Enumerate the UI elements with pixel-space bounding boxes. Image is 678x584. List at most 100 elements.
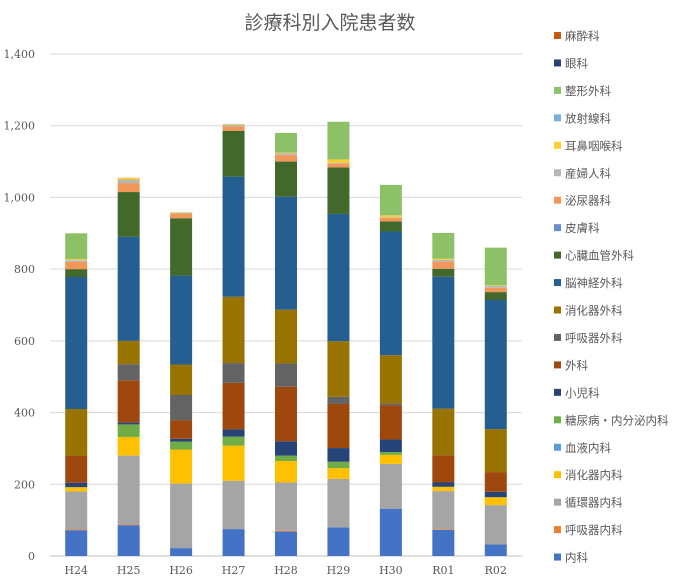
legend-label: 耳鼻咽喉科 <box>565 139 623 153</box>
bar-segment <box>379 454 402 464</box>
bar-segment <box>65 259 88 261</box>
bar-segment <box>327 213 350 342</box>
bar-segment <box>432 276 455 409</box>
bar-segment <box>432 232 455 259</box>
bar-segment <box>170 364 193 396</box>
legend-label: 皮膚科 <box>565 221 600 235</box>
x-tick-label: R01 <box>432 564 454 577</box>
legend-item: 呼吸器内科 <box>554 523 623 537</box>
bar-segment <box>432 486 455 492</box>
bar-segment <box>379 217 402 218</box>
bar-segment <box>65 482 88 488</box>
bar-segment <box>117 524 140 526</box>
bar-segment <box>379 221 402 232</box>
legend-swatch <box>554 306 561 314</box>
legend-item: 脳神経外科 <box>554 276 623 290</box>
bar-segment <box>222 123 245 125</box>
bar-stack-h26 <box>170 212 193 556</box>
legend-swatch <box>554 553 561 561</box>
bar-segment <box>432 259 455 262</box>
legend-label: 心臓血管外科 <box>565 249 634 263</box>
bar-segment <box>117 380 140 423</box>
bar-segment <box>484 287 507 293</box>
legend-item: 整形外科 <box>554 84 611 98</box>
bar-segment <box>432 491 455 530</box>
bar-segment <box>117 422 140 425</box>
bar-segment <box>432 455 455 483</box>
bar-stack-h24 <box>65 233 88 556</box>
bar-segment <box>117 455 140 525</box>
bar-segment <box>327 468 350 479</box>
x-axis-tick-labels: H24 H25 H26 H27 H28 H29 H30 R01 R02 <box>64 564 506 577</box>
bar-segment <box>379 355 402 404</box>
bar-segment <box>170 218 193 276</box>
bar-segment <box>117 525 140 556</box>
bar-segment <box>65 491 88 530</box>
bar-segment <box>275 482 297 531</box>
legend-item: 消化器内科 <box>554 468 623 482</box>
y-tick-label: 1,400 <box>4 48 36 61</box>
legend-label: 内科 <box>565 551 588 565</box>
bar-segment <box>484 497 507 506</box>
legend-swatch <box>554 169 561 177</box>
bar-segment <box>65 530 88 556</box>
legend-swatch <box>554 141 561 149</box>
legend-item: 泌尿器科 <box>554 194 611 208</box>
legend-swatch <box>554 443 561 451</box>
bar-segment <box>275 132 297 153</box>
bar-segment <box>379 217 402 222</box>
x-tick-label: H29 <box>327 564 351 577</box>
bar-segment <box>222 529 245 556</box>
bar-segment <box>275 530 297 532</box>
bar-segment <box>222 126 245 131</box>
bar-segment <box>170 449 193 484</box>
bar-segment <box>65 487 88 492</box>
bar-segment <box>379 463 402 509</box>
x-tick-label: H30 <box>379 564 403 577</box>
bar-segment <box>484 429 507 473</box>
x-tick-label: H27 <box>222 564 246 577</box>
legend-item: 皮膚科 <box>554 221 600 235</box>
legend-swatch <box>554 333 561 341</box>
bar-segment <box>275 455 297 461</box>
bar-segment <box>222 130 245 177</box>
legend-swatch <box>554 196 561 204</box>
bar-segment <box>170 212 193 213</box>
bar-segment <box>222 429 245 437</box>
bar-segment <box>222 445 245 481</box>
bars <box>65 121 507 556</box>
bar-segment <box>65 277 88 409</box>
bar-segment <box>484 247 507 286</box>
x-tick-label: R02 <box>485 564 507 577</box>
bar-segment <box>65 529 88 531</box>
bar-segment <box>484 472 507 492</box>
y-tick-label: 800 <box>14 263 35 276</box>
bar-segment <box>327 163 350 168</box>
bar-segment <box>327 403 350 449</box>
bar-stack-h28 <box>275 132 297 556</box>
bar-segment <box>327 461 350 469</box>
bar-segment <box>222 363 245 383</box>
bar-stack-r01 <box>432 232 455 556</box>
legend-label: 呼吸器内科 <box>565 523 623 537</box>
bar-segment <box>222 124 245 127</box>
legend-item: 眼科 <box>554 56 588 70</box>
bar-stack-r02 <box>484 247 507 556</box>
bar-stack-h30 <box>379 184 402 556</box>
bar-segment <box>484 505 507 545</box>
legend-item: 外科 <box>554 358 588 372</box>
bar-segment <box>327 448 350 462</box>
legend-label: 泌尿器科 <box>565 194 611 208</box>
legend-label: 循環器内科 <box>565 496 623 510</box>
bar-segment <box>222 480 245 530</box>
bar-segment <box>170 441 193 450</box>
bar-segment <box>484 292 507 300</box>
bar-segment <box>379 508 402 556</box>
bar-segment <box>117 192 140 237</box>
bar-segment <box>379 452 402 455</box>
bar-segment <box>65 261 88 270</box>
legend-swatch <box>554 224 561 232</box>
bar-segment <box>327 167 350 214</box>
bar-segment <box>275 196 297 310</box>
legend-item: 消化器外科 <box>554 304 623 318</box>
